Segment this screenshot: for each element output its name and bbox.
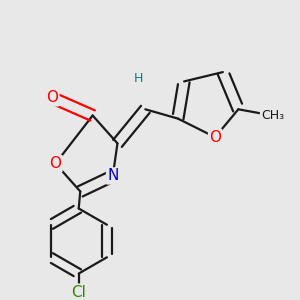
Text: H: H [134, 72, 143, 85]
Text: O: O [50, 156, 61, 171]
Text: CH₃: CH₃ [261, 109, 284, 122]
Text: N: N [107, 168, 118, 183]
Text: O: O [209, 130, 221, 145]
Text: O: O [46, 90, 58, 105]
Text: Cl: Cl [71, 285, 86, 300]
